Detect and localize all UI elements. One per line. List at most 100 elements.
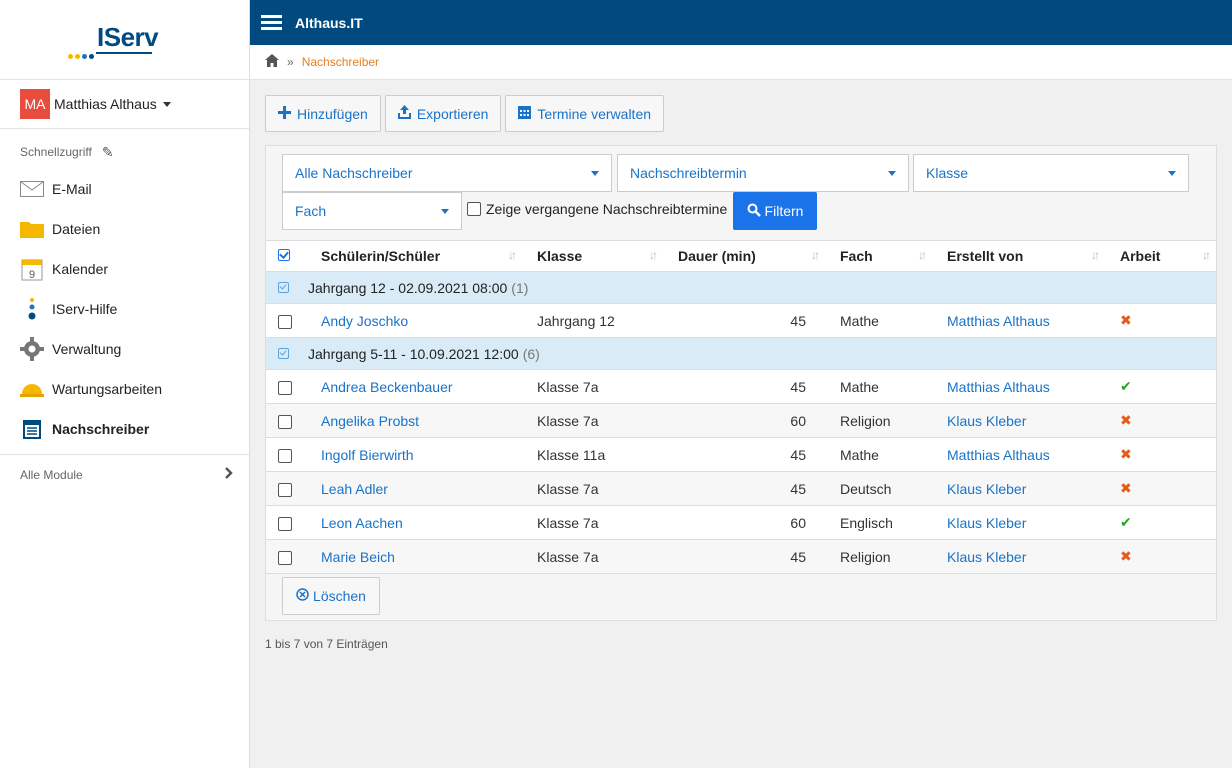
header-duration[interactable]: Dauer (min) ↓↑ <box>678 248 820 264</box>
toolbar: Hinzufügen Exportieren Termine verwalten <box>265 95 665 132</box>
sidebar-item-nachschreiber[interactable]: Nachschreiber <box>0 409 249 449</box>
manage-dates-button[interactable]: Termine verwalten <box>505 95 665 132</box>
row-checkbox[interactable] <box>278 550 292 565</box>
sidebar-item-files[interactable]: Dateien <box>0 209 249 249</box>
class-select[interactable]: Klasse <box>913 154 1189 192</box>
table-info: 1 bis 7 von 7 Einträgen <box>265 637 388 651</box>
row-checkbox[interactable] <box>278 414 292 429</box>
table-row: Angelika Probst Klasse 7a 60 Religion Kl… <box>266 404 1216 438</box>
row-checkbox[interactable] <box>278 482 292 497</box>
sort-icon: ↓↑ <box>918 248 927 262</box>
calendar-icon: 9 <box>20 257 44 281</box>
group-checkbox[interactable] <box>278 281 289 293</box>
table-row: Andy Joschko Jahrgang 12 45 Mathe Matthi… <box>266 304 1216 338</box>
row-checkbox[interactable] <box>278 314 292 329</box>
sort-icon: ↓↑ <box>508 248 517 262</box>
student-link[interactable]: Andrea Beckenbauer <box>321 378 453 395</box>
sidebar-item-maintenance[interactable]: Wartungsarbeiten <box>0 369 249 409</box>
select-all-checkbox[interactable] <box>278 249 290 261</box>
logo-dots <box>68 46 96 62</box>
table-header: Schülerin/Schüler ↓↑ Klasse ↓↑ Dauer (min)… <box>266 240 1216 272</box>
hamburger-menu-icon[interactable] <box>261 12 282 33</box>
add-button[interactable]: Hinzufügen <box>265 95 381 132</box>
chevron-right-icon <box>225 467 233 482</box>
creator-link[interactable]: Matthias Althaus <box>947 312 1050 329</box>
table-row: Marie Beich Klasse 7a 45 Religion Klaus … <box>266 540 1216 574</box>
nachschreiber-table: Schülerin/Schüler ↓↑ Klasse ↓↑ Dauer (min)… <box>266 240 1216 574</box>
header-subject[interactable]: Fach ↓↑ <box>840 248 927 264</box>
filter-panel: Alle Nachschreiber Nachschreibtermin Kla… <box>265 145 1217 621</box>
gear-icon <box>20 337 44 361</box>
user-menu[interactable]: MA Matthias Althaus <box>0 80 249 129</box>
cross-icon: ✖ <box>1120 548 1132 564</box>
all-nachschreiber-select[interactable]: Alle Nachschreiber <box>282 154 612 192</box>
calendar-icon <box>518 105 532 122</box>
group-checkbox[interactable] <box>278 347 289 359</box>
iserv-logo[interactable]: IServ <box>0 0 249 80</box>
sidebar-item-administration[interactable]: Verwaltung <box>0 329 249 369</box>
sidebar-item-help[interactable]: IServ-Hilfe <box>0 289 249 329</box>
table-row: Andrea Beckenbauer Klasse 7a 45 Mathe Ma… <box>266 370 1216 404</box>
export-icon <box>397 105 411 122</box>
svg-text:9: 9 <box>29 269 35 281</box>
row-checkbox[interactable] <box>278 516 292 531</box>
group-row: Jahrgang 5-11 - 10.09.2021 12:00 (6) <box>266 338 1216 370</box>
caret-down-icon <box>888 171 896 176</box>
show-past-checkbox[interactable] <box>467 202 481 216</box>
student-link[interactable]: Andy Joschko <box>321 312 409 329</box>
helmet-icon <box>20 377 44 401</box>
help-icon <box>20 297 44 321</box>
home-icon[interactable] <box>265 54 279 70</box>
creator-link[interactable]: Klaus Kleber <box>947 480 1027 497</box>
cross-icon: ✖ <box>1120 312 1132 328</box>
plus-icon <box>278 105 291 122</box>
caret-down-icon <box>162 101 171 107</box>
subject-select[interactable]: Fach <box>282 192 462 230</box>
student-link[interactable]: Marie Beich <box>321 548 395 565</box>
mail-icon <box>20 177 44 201</box>
table-row: Leah Adler Klasse 7a 45 Deutsch Klaus Kl… <box>266 472 1216 506</box>
cross-icon: ✖ <box>1120 480 1132 496</box>
show-past-checkbox-label[interactable]: Zeige vergangene Nachschreibtermine <box>467 201 727 217</box>
sidebar-item-calendar[interactable]: 9 Kalender <box>0 249 249 289</box>
caret-down-icon <box>441 209 449 214</box>
sort-icon: ↓↑ <box>1091 248 1100 262</box>
student-link[interactable]: Angelika Probst <box>321 412 420 429</box>
sort-icon: ↓↑ <box>1202 248 1211 262</box>
table-row: Leon Aachen Klasse 7a 60 Englisch Klaus … <box>266 506 1216 540</box>
cross-icon: ✖ <box>1120 446 1132 462</box>
header-creator[interactable]: Erstellt von ↓↑ <box>947 248 1100 264</box>
export-button[interactable]: Exportieren <box>384 95 502 132</box>
creator-link[interactable]: Klaus Kleber <box>947 514 1027 531</box>
creator-link[interactable]: Matthias Althaus <box>947 446 1050 463</box>
student-link[interactable]: Leah Adler <box>321 480 388 497</box>
delete-button[interactable]: Löschen <box>282 577 380 615</box>
caret-down-icon <box>1168 171 1176 176</box>
delete-circle-icon <box>296 588 309 604</box>
header-class[interactable]: Klasse ↓↑ <box>537 248 658 264</box>
row-checkbox[interactable] <box>278 448 292 463</box>
creator-link[interactable]: Klaus Kleber <box>947 548 1027 565</box>
student-link[interactable]: Ingolf Bierwirth <box>321 446 414 463</box>
check-icon: ✔ <box>1120 378 1132 394</box>
header-work[interactable]: Arbeit ↓↑ <box>1120 248 1211 264</box>
sidebar-item-email[interactable]: E-Mail <box>0 169 249 209</box>
row-checkbox[interactable] <box>278 380 292 395</box>
user-name: Matthias Althaus <box>54 96 157 112</box>
logo-text: IServ <box>97 22 159 52</box>
creator-link[interactable]: Klaus Kleber <box>947 412 1027 429</box>
check-icon: ✔ <box>1120 514 1132 530</box>
filter-button[interactable]: Filtern <box>733 192 817 230</box>
creator-link[interactable]: Matthias Althaus <box>947 378 1050 395</box>
caret-down-icon <box>591 171 599 176</box>
search-icon <box>747 203 761 220</box>
folder-icon <box>20 217 44 241</box>
breadcrumb-current[interactable]: Nachschreiber <box>301 55 380 69</box>
pencil-icon[interactable]: ✎ <box>101 143 114 160</box>
header-student[interactable]: Schülerin/Schüler ↓↑ <box>321 248 517 264</box>
all-modules-link[interactable]: Alle Module <box>0 454 249 494</box>
cross-icon: ✖ <box>1120 412 1132 428</box>
student-link[interactable]: Leon Aachen <box>321 514 403 531</box>
topbar: Althaus.IT <box>250 0 1232 45</box>
date-select[interactable]: Nachschreibtermin <box>617 154 909 192</box>
